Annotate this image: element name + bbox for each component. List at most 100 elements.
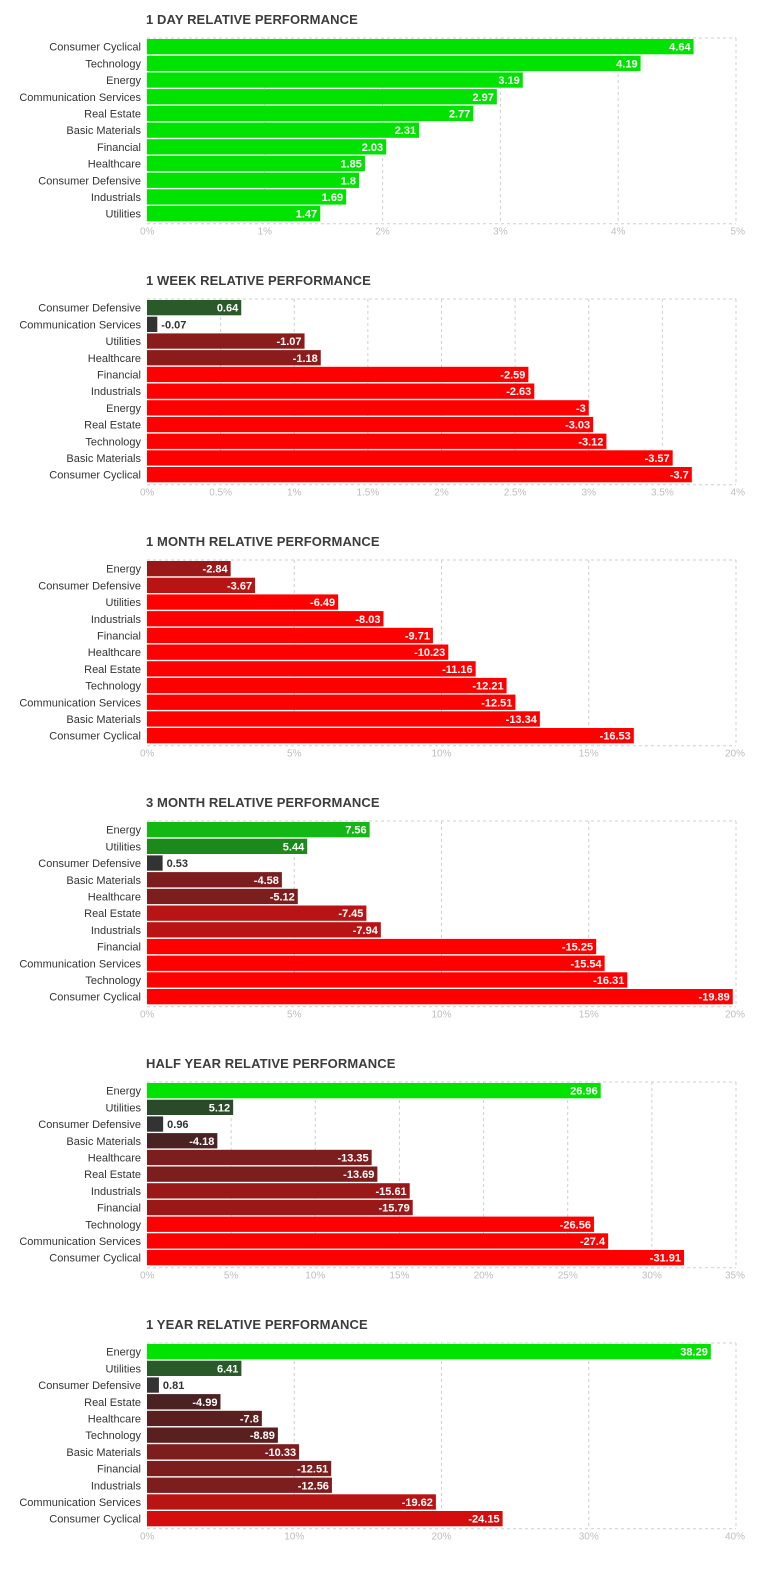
bar (147, 1116, 164, 1132)
x-tick-label: 0% (140, 488, 155, 499)
bar (147, 1216, 594, 1232)
bar (147, 105, 474, 122)
value-label: -4.58 (254, 875, 279, 887)
x-tick-label: 5% (224, 1271, 239, 1282)
x-tick-label: 1% (287, 488, 302, 499)
value-label: 1.47 (296, 209, 317, 221)
x-tick-label: 15% (389, 1271, 409, 1282)
category-label: Energy (106, 403, 141, 415)
value-label: -8.89 (250, 1430, 275, 1442)
bar (147, 1099, 234, 1115)
category-label: Consumer Defensive (38, 1119, 141, 1131)
value-label: -27.4 (580, 1236, 606, 1248)
value-label: 0.81 (163, 1380, 184, 1392)
x-tick-label: 20% (431, 1532, 451, 1543)
value-label: -24.15 (468, 1514, 499, 1526)
bar (147, 450, 673, 466)
value-label: 5.44 (283, 841, 305, 853)
x-tick-label: 2.5% (504, 488, 527, 499)
bar (147, 316, 158, 332)
category-label: Technology (85, 1430, 141, 1442)
bar (147, 677, 507, 694)
bar (147, 1183, 410, 1199)
value-label: -31.91 (650, 1253, 681, 1265)
chart-title: 1 DAY RELATIVE PERFORMANCE (146, 12, 358, 27)
category-label: Technology (85, 681, 141, 693)
category-label: Consumer Cyclical (49, 42, 141, 54)
category-label: Energy (106, 1086, 141, 1098)
category-label: Consumer Defensive (38, 580, 141, 592)
value-label: -3.67 (227, 580, 252, 592)
category-label: Technology (85, 436, 141, 448)
category-label: Communication Services (19, 319, 141, 331)
x-tick-label: 35% (725, 1271, 745, 1282)
value-label: -4.18 (189, 1136, 214, 1148)
bar (147, 728, 634, 744)
value-label: -16.53 (600, 731, 631, 743)
value-label: -13.34 (506, 714, 538, 726)
category-label: Utilities (106, 597, 142, 609)
bar (147, 1133, 218, 1149)
bar (147, 1477, 332, 1493)
x-tick-label: 25% (558, 1271, 578, 1282)
category-label: Energy (106, 564, 141, 576)
category-label: Technology (85, 975, 141, 987)
x-tick-label: 0% (140, 1532, 155, 1543)
bar (147, 989, 733, 1005)
value-label: -4.99 (192, 1397, 217, 1409)
x-tick-label: 15% (579, 749, 599, 760)
category-label: Consumer Defensive (38, 303, 141, 315)
value-label: 1.8 (341, 175, 356, 187)
x-tick-label: 20% (725, 749, 745, 760)
x-tick-label: 10% (431, 1010, 451, 1021)
value-label: -12.56 (298, 1480, 329, 1492)
value-label: 4.64 (669, 42, 691, 54)
category-label: Basic Materials (66, 875, 141, 887)
value-label: -19.62 (402, 1497, 433, 1509)
bar (147, 1233, 609, 1249)
category-label: Consumer Cyclical (49, 731, 141, 743)
bar (147, 1149, 372, 1166)
bar (147, 1344, 711, 1360)
bar (147, 1199, 413, 1216)
bar (147, 39, 694, 55)
category-label: Basic Materials (66, 714, 141, 726)
x-tick-label: 30% (642, 1271, 662, 1282)
bar (147, 333, 305, 349)
value-label: 1.69 (322, 192, 343, 204)
category-label: Utilities (106, 1102, 142, 1114)
bar (147, 172, 360, 188)
x-tick-label: 4% (731, 488, 746, 499)
bar (147, 122, 420, 138)
bar (147, 1460, 332, 1477)
bar (147, 1494, 436, 1510)
category-label: Financial (97, 369, 141, 381)
value-label: 1.85 (341, 159, 362, 171)
bar (147, 955, 605, 971)
value-label: -8.03 (355, 614, 380, 626)
chart-plot: 0% 5% 10% 15% 20% Energy -2.84 Consumer Defensi… (19, 559, 745, 760)
category-label: Communication Services (19, 1497, 141, 1509)
category-label: Utilities (106, 209, 142, 221)
bar (147, 888, 298, 905)
category-label: Consumer Defensive (38, 1380, 141, 1392)
bar (147, 822, 370, 838)
value-label: 2.97 (472, 92, 493, 104)
category-label: Financial (97, 630, 141, 642)
value-label: 2.77 (449, 108, 470, 120)
bar (147, 1083, 601, 1099)
category-label: Financial (97, 942, 141, 954)
value-label: 7.56 (345, 825, 366, 837)
category-label: Basic Materials (66, 1447, 141, 1459)
category-label: Utilities (106, 1363, 142, 1375)
category-label: Communication Services (19, 92, 141, 104)
x-tick-label: 4% (611, 227, 626, 238)
value-label: -2.59 (500, 369, 525, 381)
x-tick-label: 10% (284, 1532, 304, 1543)
category-label: Consumer Cyclical (49, 1253, 141, 1265)
bar (147, 1360, 242, 1376)
bar (147, 139, 387, 155)
chart-panel-half-year: HALF YEAR RELATIVE PERFORMANCE 0% 5% 10% 15… (0, 1056, 784, 1296)
x-tick-label: 30% (579, 1532, 599, 1543)
